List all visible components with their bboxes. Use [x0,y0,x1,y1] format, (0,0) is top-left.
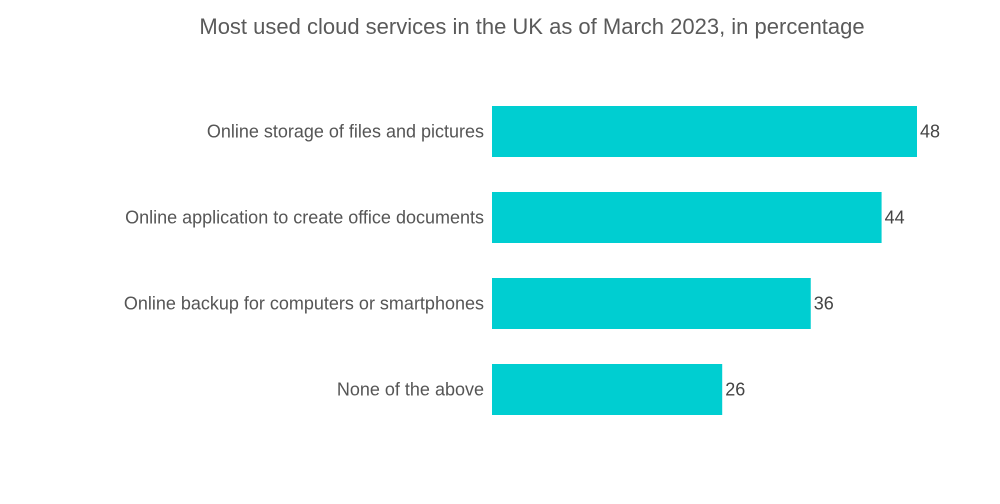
category-label-4: None of the above [337,380,484,400]
bars-layer: Online storage of files and pictures 48 On… [124,106,940,415]
bar-2 [492,192,882,243]
value-label-3: 36 [814,294,834,314]
bar-1 [492,106,917,157]
category-label-1: Online storage of files and pictures [207,122,484,142]
value-label-2: 44 [885,208,905,228]
value-label-1: 48 [920,122,940,142]
bar-3 [492,278,811,329]
category-label-3: Online backup for computers or smartphon… [124,294,484,314]
category-label-2: Online application to create office docu… [125,208,484,228]
chart-title: Most used cloud services in the UK as of… [199,14,865,39]
value-label-4: 26 [725,380,745,400]
bar-4 [492,364,723,415]
